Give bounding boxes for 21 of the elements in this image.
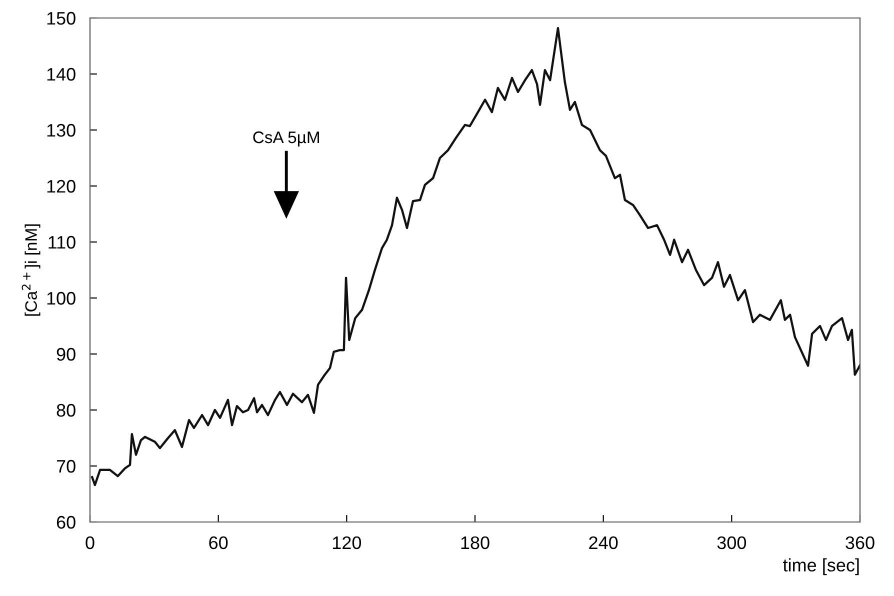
y-tick-label: 80	[56, 404, 76, 417]
line-series	[91, 26, 860, 486]
x-axis-title: time [sec]	[783, 558, 859, 576]
y-tick-label: 70	[56, 460, 76, 473]
y-tick-label: 150	[47, 12, 76, 25]
y-tick-label: 140	[47, 68, 76, 81]
y-axis-title: [Ca$^{2+}$]i [nM]	[22, 224, 40, 316]
x-tick-label: 360	[846, 536, 874, 550]
annotation: CsA 5µM	[253, 131, 319, 147]
y-tick-label: 130	[47, 124, 76, 137]
x-tick-label: 300	[717, 536, 746, 550]
y-tick-label: 110	[48, 236, 76, 249]
x-tick-label: 180	[461, 536, 490, 550]
x-tick-label: 240	[589, 536, 618, 550]
y-tick-label: 90	[56, 348, 76, 361]
y-tick-label: 120	[47, 180, 76, 193]
y-tick-label: 100	[47, 292, 76, 305]
x-tick-label: 120	[332, 536, 362, 550]
x-tick-label: 60	[209, 536, 228, 550]
x-tick-label: 0	[86, 536, 94, 550]
y-tick-label: 60	[56, 516, 76, 529]
